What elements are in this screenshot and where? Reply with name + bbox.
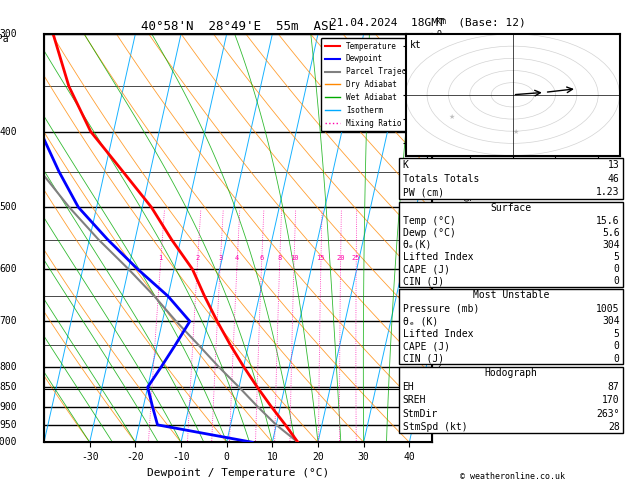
Text: Temp (°C): Temp (°C) bbox=[403, 215, 455, 226]
Text: 263°: 263° bbox=[596, 409, 620, 418]
Text: θₑ(K): θₑ(K) bbox=[403, 240, 432, 250]
Text: 8: 8 bbox=[277, 255, 282, 261]
Text: 87: 87 bbox=[608, 382, 620, 392]
Text: 15: 15 bbox=[316, 255, 325, 261]
Text: 25: 25 bbox=[352, 255, 360, 261]
Text: 1005: 1005 bbox=[596, 304, 620, 313]
Text: 7: 7 bbox=[436, 127, 441, 136]
Text: km: km bbox=[436, 17, 446, 26]
Text: 1: 1 bbox=[159, 255, 163, 261]
Text: Mixing Ratio (g/kg): Mixing Ratio (g/kg) bbox=[463, 191, 472, 286]
Text: 0: 0 bbox=[614, 341, 620, 351]
Text: 10: 10 bbox=[290, 255, 298, 261]
Text: hPa: hPa bbox=[0, 34, 9, 44]
Text: 13: 13 bbox=[608, 160, 620, 170]
Legend: Temperature, Dewpoint, Parcel Trajectory, Dry Adiabat, Wet Adiabat, Isotherm, Mi: Temperature, Dewpoint, Parcel Trajectory… bbox=[321, 38, 428, 131]
Text: CAPE (J): CAPE (J) bbox=[403, 264, 450, 274]
Text: Pressure (mb): Pressure (mb) bbox=[403, 304, 479, 313]
Text: 5.6: 5.6 bbox=[602, 227, 620, 238]
Text: 3: 3 bbox=[436, 317, 441, 326]
Text: θₑ (K): θₑ (K) bbox=[403, 316, 438, 326]
Text: SREH: SREH bbox=[403, 396, 426, 405]
Text: ASL: ASL bbox=[436, 46, 451, 55]
Text: Surface: Surface bbox=[491, 203, 532, 213]
Text: 300: 300 bbox=[0, 29, 17, 39]
Text: LCL: LCL bbox=[436, 382, 451, 392]
Text: Lifted Index: Lifted Index bbox=[403, 329, 473, 339]
Text: 3: 3 bbox=[218, 255, 223, 261]
Text: 2: 2 bbox=[436, 362, 441, 371]
Text: Hodograph: Hodograph bbox=[484, 368, 538, 379]
Text: 0: 0 bbox=[614, 264, 620, 274]
Text: EH: EH bbox=[403, 382, 415, 392]
Text: 800: 800 bbox=[0, 362, 17, 372]
Text: K: K bbox=[403, 160, 408, 170]
Text: PW (cm): PW (cm) bbox=[403, 188, 443, 197]
Text: 2: 2 bbox=[196, 255, 199, 261]
Text: 170: 170 bbox=[602, 396, 620, 405]
Text: 4: 4 bbox=[436, 264, 441, 274]
Text: ★: ★ bbox=[513, 129, 519, 135]
Text: 400: 400 bbox=[0, 126, 17, 137]
Text: 1: 1 bbox=[436, 402, 441, 411]
Text: 304: 304 bbox=[602, 316, 620, 326]
Text: 28: 28 bbox=[608, 422, 620, 432]
Text: CAPE (J): CAPE (J) bbox=[403, 341, 450, 351]
Text: ★: ★ bbox=[448, 114, 455, 120]
Text: 6: 6 bbox=[260, 255, 264, 261]
Text: kt: kt bbox=[410, 40, 421, 50]
Text: 5: 5 bbox=[614, 329, 620, 339]
Text: Most Unstable: Most Unstable bbox=[473, 291, 549, 300]
Text: 304: 304 bbox=[602, 240, 620, 250]
Title: 40°58'N  28°49'E  55m  ASL: 40°58'N 28°49'E 55m ASL bbox=[141, 20, 336, 33]
Text: 1000: 1000 bbox=[0, 437, 17, 447]
Text: StmDir: StmDir bbox=[403, 409, 438, 418]
Text: Dewp (°C): Dewp (°C) bbox=[403, 227, 455, 238]
X-axis label: Dewpoint / Temperature (°C): Dewpoint / Temperature (°C) bbox=[147, 468, 329, 478]
Text: 20: 20 bbox=[337, 255, 345, 261]
Text: 700: 700 bbox=[0, 316, 17, 326]
Text: 5: 5 bbox=[614, 252, 620, 262]
Text: CIN (J): CIN (J) bbox=[403, 354, 443, 364]
Text: 46: 46 bbox=[608, 174, 620, 184]
Text: StmSpd (kt): StmSpd (kt) bbox=[403, 422, 467, 432]
Text: 950: 950 bbox=[0, 420, 17, 430]
Text: 850: 850 bbox=[0, 382, 17, 392]
Text: 500: 500 bbox=[0, 202, 17, 212]
Text: Totals Totals: Totals Totals bbox=[403, 174, 479, 184]
Text: CIN (J): CIN (J) bbox=[403, 276, 443, 286]
Text: 4: 4 bbox=[235, 255, 239, 261]
Text: 900: 900 bbox=[0, 401, 17, 412]
Text: 21.04.2024  18GMT  (Base: 12): 21.04.2024 18GMT (Base: 12) bbox=[330, 17, 526, 27]
Text: 0: 0 bbox=[614, 354, 620, 364]
Text: 15.6: 15.6 bbox=[596, 215, 620, 226]
Text: 600: 600 bbox=[0, 264, 17, 274]
Text: Lifted Index: Lifted Index bbox=[403, 252, 473, 262]
Text: 6: 6 bbox=[436, 203, 441, 212]
Text: 9: 9 bbox=[436, 30, 441, 38]
Text: 0: 0 bbox=[614, 276, 620, 286]
Text: 1.23: 1.23 bbox=[596, 188, 620, 197]
Text: © weatheronline.co.uk: © weatheronline.co.uk bbox=[460, 472, 565, 481]
